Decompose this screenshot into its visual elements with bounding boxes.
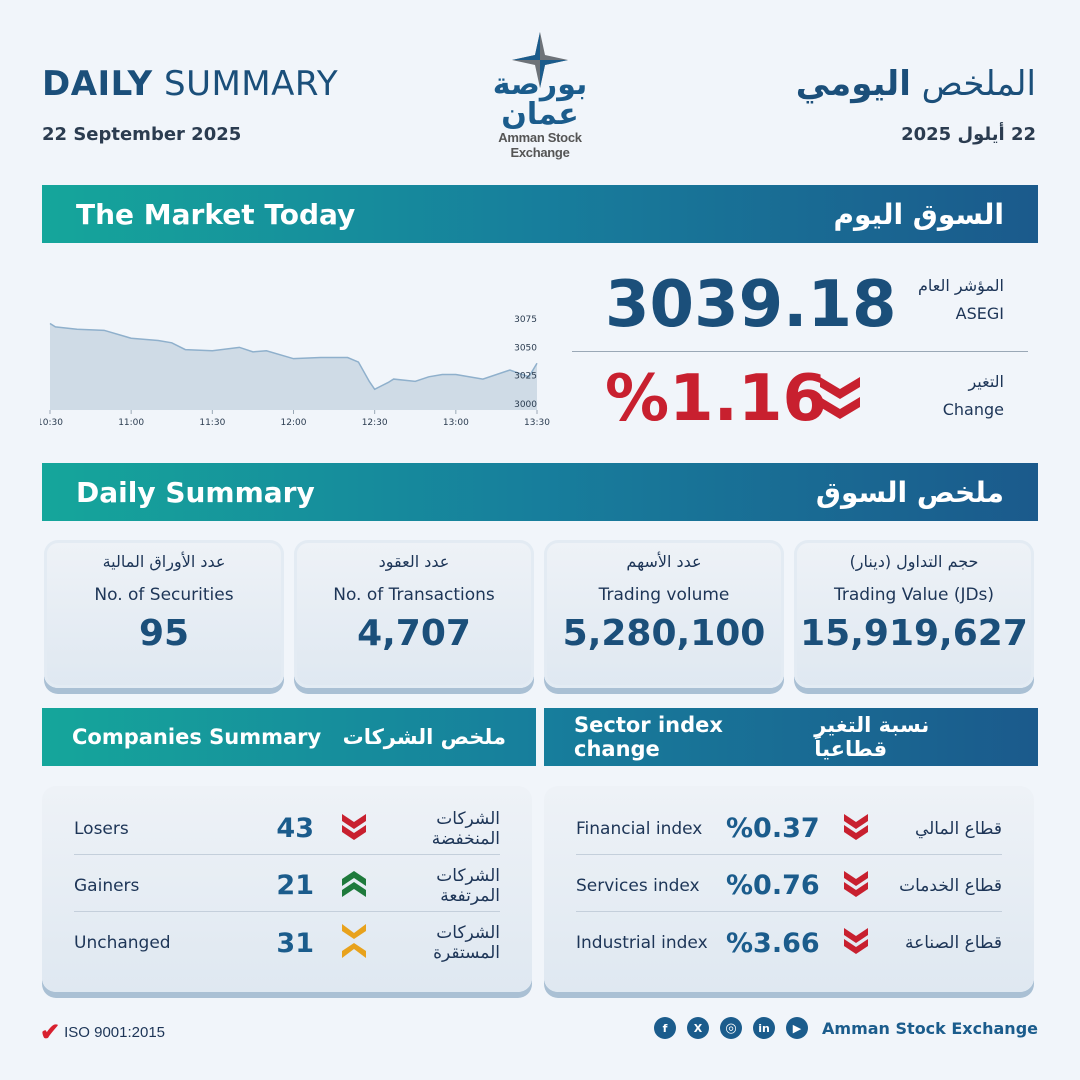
x-tick-label: 12:00	[281, 418, 307, 428]
list-item: Industrial index %3.66 قطاع الصناعة	[576, 917, 1002, 969]
card-label-en: No. of Securities	[94, 585, 234, 605]
card-label-en: Trading volume	[598, 585, 730, 605]
card-label-ar: حجم التداول (دينار)	[849, 552, 979, 571]
change-label: التغير Change	[942, 372, 1004, 419]
y-tick-label: 3000	[514, 400, 537, 410]
row-value: 31	[276, 927, 314, 959]
linkedin-icon[interactable]: in	[753, 1017, 776, 1039]
list-item: Gainers 21 الشركات المرتفعة	[74, 860, 500, 912]
sectors-panel: Financial index %0.37 قطاع المالي Services …	[544, 786, 1034, 992]
row-label-ar: قطاع الخدمات	[899, 875, 1002, 896]
x-tick-label: 11:30	[199, 418, 225, 428]
row-label-ar: قطاع المالي	[914, 818, 1002, 839]
stat-card: عدد الأوراق المالية No. of Securities 95	[44, 540, 284, 688]
row-label-ar: الشركات المنخفضة	[431, 808, 500, 849]
banner-title-ar: ملخص السوق	[815, 475, 1004, 509]
facebook-icon[interactable]: f	[654, 1017, 677, 1039]
row-value: 43	[276, 813, 314, 844]
list-item: Financial index %0.37 قطاع المالي	[576, 803, 1002, 855]
stat-card: عدد الأسهم Trading volume 5,280,100	[544, 540, 784, 688]
card-value: 5,280,100	[562, 613, 766, 654]
chart-area	[50, 323, 537, 410]
index-value: 3039.18	[605, 268, 897, 342]
y-tick-label: 3050	[514, 343, 537, 353]
page-title-ar: الملخص اليومي	[795, 64, 1036, 104]
row-label-ar: الشركات المستقرة	[433, 923, 500, 963]
card-value: 15,919,627	[800, 613, 1028, 654]
banner-title-en: The Market Today	[76, 197, 356, 231]
y-tick-label: 3025	[514, 372, 537, 382]
page-title-en: DAILY SUMMARY	[42, 64, 339, 104]
row-label-en: Services index	[576, 875, 700, 896]
chevron-double-down-icon	[816, 870, 896, 902]
list-item: Unchanged 31 الشركات المستقرة	[74, 917, 500, 969]
row-label-en: Financial index	[576, 818, 703, 839]
row-value: 21	[276, 870, 314, 901]
companies-panel: Losers 43 الشركات المنخفضة Gainers 21 الشركات…	[42, 786, 532, 992]
banner-title-ar: ملخص الشركات	[342, 725, 506, 749]
row-value: %0.37	[726, 813, 820, 844]
card-label-en: Trading Value (JDs)	[833, 585, 995, 605]
chevron-double-down-icon	[820, 377, 860, 419]
chevron-double-down-icon	[816, 927, 896, 959]
banner-title-ar: السوق اليوم	[833, 197, 1004, 231]
change-value: %1.16	[605, 362, 828, 436]
row-value: %0.76	[726, 870, 820, 901]
index-chart: 10:30 11:00 11:30 12:00 12:30 13:00 13:30 3075 3…	[40, 315, 550, 428]
x-icon[interactable]: X	[687, 1017, 710, 1039]
footer-social: f X ◎ in ▶ Amman Stock Exchange	[643, 1017, 1038, 1039]
row-label-ar: قطاع الصناعة	[904, 933, 1002, 953]
check-icon: ✔	[40, 1019, 61, 1046]
banner-title-en: Sector index change	[574, 713, 723, 761]
row-label-en: Industrial index	[576, 933, 708, 953]
chevrons-converge-icon	[314, 923, 394, 963]
instagram-icon[interactable]: ◎	[720, 1017, 743, 1039]
list-item: Losers 43 الشركات المنخفضة	[74, 803, 500, 855]
ase-logo: بورصة عمان Amman Stock Exchange	[470, 30, 610, 160]
index-label: المؤشر العام ASEGI	[918, 276, 1004, 323]
row-value: %3.66	[726, 927, 820, 959]
chart-line	[49, 322, 538, 391]
row-label-ar: الشركات المرتفعة	[436, 865, 500, 906]
card-value: 95	[138, 613, 190, 654]
card-label-ar: عدد الأسهم	[626, 552, 702, 571]
banner-title-en: Daily Summary	[76, 475, 315, 509]
y-tick-label: 3075	[514, 315, 537, 325]
star-logo-icon	[512, 32, 568, 88]
banner-title-en: Companies Summary	[72, 725, 322, 749]
x-tick-label: 11:00	[118, 418, 144, 428]
x-tick-label: 12:30	[362, 418, 388, 428]
iso-text: ISO 9001:2015	[64, 1024, 166, 1041]
footer-brand[interactable]: Amman Stock Exchange	[822, 1018, 1038, 1038]
logo-en: Amman Stock Exchange	[498, 130, 582, 160]
youtube-icon[interactable]: ▶	[786, 1017, 809, 1039]
card-label-ar: عدد الأوراق المالية	[102, 552, 226, 571]
x-tick-label: 13:30	[524, 418, 550, 428]
sectors-banner: Sector index change نسبة التغير قطاعياً	[544, 708, 1038, 766]
row-label-en: Unchanged	[74, 933, 171, 953]
date-en: 22 September 2025	[42, 124, 242, 145]
row-label-en: Gainers	[74, 875, 140, 896]
chevron-double-down-icon	[816, 813, 896, 845]
x-tick-label: 10:30	[40, 418, 63, 428]
date-ar: 22 أيلول 2025	[901, 124, 1036, 145]
daily-summary-banner: Daily Summary ملخص السوق	[42, 463, 1038, 521]
market-today-banner: The Market Today السوق اليوم	[42, 185, 1038, 243]
iso-badge: ✔ ISO 9001:2015	[40, 1018, 165, 1047]
x-tick-label: 13:00	[443, 418, 469, 428]
stat-card: حجم التداول (دينار) Trading Value (JDs) 15…	[794, 540, 1034, 688]
banner-title-ar: نسبة التغير قطاعياً	[814, 713, 930, 761]
card-value: 4,707	[357, 613, 471, 654]
list-item: Services index %0.76 قطاع الخدمات	[576, 860, 1002, 912]
chevron-double-down-icon	[314, 813, 394, 845]
card-label-ar: عدد العقود	[378, 552, 450, 571]
divider	[572, 351, 1028, 352]
stat-card: عدد العقود No. of Transactions 4,707	[294, 540, 534, 688]
chevron-double-up-icon	[314, 870, 394, 902]
companies-banner: Companies Summary ملخص الشركات	[42, 708, 536, 766]
card-label-en: No. of Transactions	[333, 585, 495, 605]
row-label-en: Losers	[74, 818, 129, 839]
